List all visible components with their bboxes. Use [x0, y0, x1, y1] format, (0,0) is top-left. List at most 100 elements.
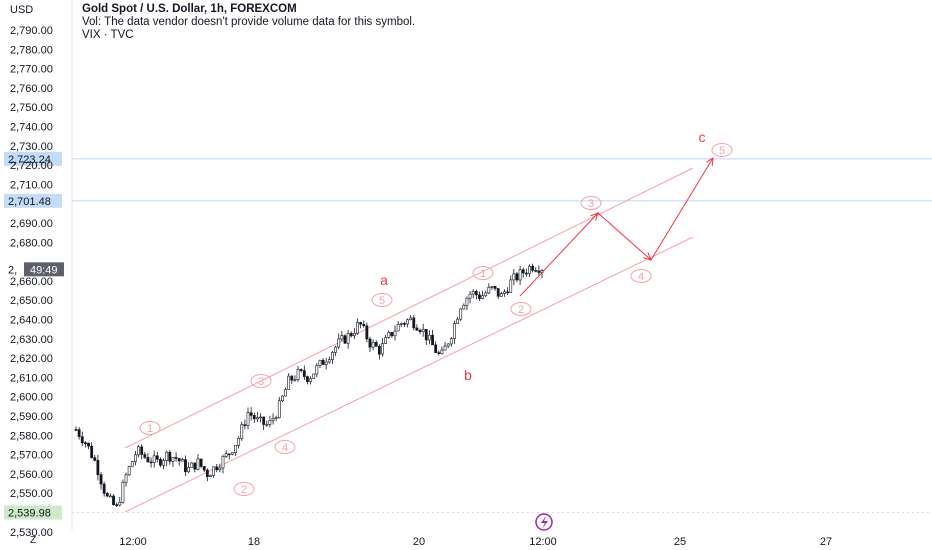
channel-lower-line — [124, 236, 694, 513]
candle-body — [534, 270, 538, 272]
candle-body — [399, 323, 403, 325]
candle-body — [518, 269, 522, 281]
candle-body — [87, 442, 90, 447]
candle-body — [431, 334, 434, 346]
wave-label-b: b — [464, 367, 472, 383]
y-tick-label: 2,590.00 — [10, 411, 53, 423]
candle-body — [165, 451, 169, 461]
candle-body — [446, 343, 450, 347]
wave-label-5: 5 — [379, 295, 385, 307]
arrowhead-1 — [590, 212, 599, 221]
candle-body — [293, 379, 297, 381]
price-badge — [4, 193, 62, 208]
candle-body — [377, 346, 381, 355]
wave-label-a: a — [380, 272, 388, 288]
candle-body — [299, 369, 303, 371]
candle-body — [331, 352, 334, 360]
wave-label-5-projected: 5 — [719, 145, 725, 157]
candle-body — [365, 325, 369, 340]
candle-body — [440, 349, 444, 354]
price-badge-label: 2,701.48 — [8, 196, 51, 208]
candle-body — [349, 333, 353, 336]
candle-body — [277, 400, 281, 418]
y-tick-label: 2,640.00 — [10, 315, 53, 327]
indicator-label[interactable]: VIX · TVC — [82, 29, 134, 41]
candle-body — [268, 419, 272, 425]
candle-body — [406, 319, 409, 325]
candle-body — [402, 323, 406, 325]
candle-body — [199, 458, 203, 467]
wave-label-3-ring — [250, 374, 272, 388]
y-tick-label: 2,790.00 — [10, 25, 53, 37]
countdown-badge — [24, 262, 64, 277]
candle-body — [496, 288, 500, 297]
price-badge-label: 2,539.98 — [8, 508, 51, 520]
candle-body — [74, 429, 78, 431]
wave-label-2-ring — [233, 482, 255, 496]
projection-path — [519, 157, 714, 297]
x-tick-label: 12:00 — [119, 536, 147, 548]
candle-body — [437, 352, 441, 354]
countdown-label: 49:49 — [30, 264, 58, 276]
channel-upper-line — [124, 167, 694, 449]
y-tick-label: 2,660.00 — [10, 276, 53, 288]
candle-body — [531, 265, 535, 271]
chart-header: Gold Spot / U.S. Dollar, 1h, FOREXCOM Vo… — [82, 3, 415, 42]
y-tick-label: 2,780.00 — [10, 44, 53, 56]
wave-label-2-projected-ring — [510, 302, 532, 316]
candle-body — [493, 286, 497, 289]
candle-body — [337, 338, 341, 348]
candle-body — [102, 483, 106, 494]
candle-body — [462, 304, 466, 310]
candle-body — [409, 317, 413, 321]
candle-body — [478, 294, 481, 299]
y-tick-label: 2,710.00 — [10, 179, 53, 191]
candle-body — [93, 457, 97, 461]
candle-body — [174, 457, 178, 459]
candle-body — [83, 442, 87, 445]
x-tick-label: 12:00 — [529, 536, 557, 548]
y-tick-label: 2,730.00 — [10, 141, 53, 153]
candle-body — [224, 453, 228, 457]
candle-body — [302, 370, 306, 377]
candle-body — [503, 291, 506, 294]
candle-body — [265, 424, 269, 426]
x-tick-label: 20 — [413, 536, 425, 548]
wave-label-3-projected-ring — [580, 196, 602, 210]
candle-body — [453, 323, 456, 339]
y-tick-label: 2,740.00 — [10, 122, 53, 134]
candle-body — [506, 291, 509, 294]
candle-body — [149, 461, 153, 464]
candle-body — [512, 273, 516, 281]
wave-label-c: c — [699, 129, 706, 145]
y-tick-label: 2,630.00 — [10, 334, 53, 346]
symbol-title[interactable]: Gold Spot / U.S. Dollar, 1h, FOREXCOM — [82, 3, 297, 15]
wave-label-2-projected: 2 — [518, 304, 524, 316]
candle-body — [243, 424, 247, 426]
candle-body — [109, 495, 112, 498]
zoom-label[interactable]: Z — [30, 535, 37, 546]
candle-body — [137, 446, 140, 456]
candle-body — [262, 416, 266, 425]
candle-body — [312, 373, 316, 379]
wave-label-1-projected: 1 — [480, 268, 486, 280]
candle-body — [296, 369, 300, 380]
candle-body — [281, 395, 284, 402]
candle-body — [196, 458, 200, 470]
candle-body — [205, 469, 209, 477]
y-tick-label: 2,680.00 — [10, 237, 53, 249]
candle-body — [368, 338, 372, 348]
candle-body — [465, 297, 469, 306]
wave-label-3: 3 — [258, 376, 264, 388]
wave-label-1-ring — [139, 421, 161, 435]
wave-label-5-ring — [371, 293, 393, 307]
candle-body — [96, 460, 100, 476]
candle-body — [230, 452, 234, 455]
y-tick-label: 2,760.00 — [10, 83, 53, 95]
candle-body — [80, 436, 84, 444]
candle-body — [184, 459, 187, 473]
wave-label-4: 4 — [282, 442, 288, 454]
candle-body — [215, 466, 219, 471]
candle-body — [468, 293, 472, 299]
